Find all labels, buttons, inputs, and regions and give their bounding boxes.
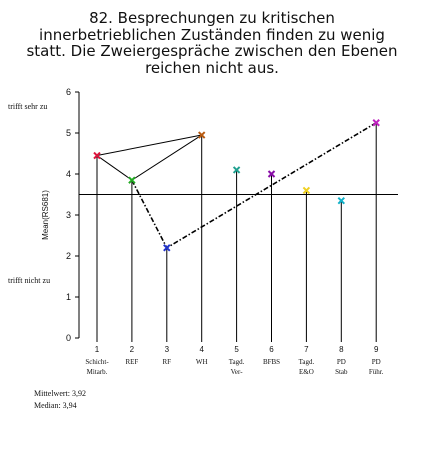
x-tick-label: 7 [304, 345, 309, 354]
x-category-label: Ver- [231, 368, 244, 376]
marker-stroke [337, 196, 346, 205]
x-tick-label: 5 [234, 345, 239, 354]
y-tick-label: 2 [66, 251, 71, 261]
data-point-marker [93, 151, 101, 160]
x-tick-label: 1 [95, 345, 100, 354]
y-tick-label: 3 [66, 210, 71, 220]
marker-stroke [267, 170, 276, 178]
x-category-label: Stab [335, 368, 348, 376]
marker-stroke [302, 186, 311, 195]
marker-stroke [163, 244, 171, 252]
y-tick-label: 5 [66, 128, 71, 138]
data-point-marker [372, 119, 380, 127]
marker-stroke [93, 151, 101, 160]
y-annotation-top: trifft sehr zu [8, 102, 47, 111]
x-category-label: BFBS [263, 358, 280, 366]
x-category-label: Führ. [369, 368, 384, 376]
x-category-label: E&O [299, 368, 314, 376]
y-axis-title: Mean(RS681) [41, 190, 50, 240]
title-line: 82. Besprechungen zu kritischen [89, 9, 335, 27]
data-point-marker [302, 186, 311, 195]
y-tick-label: 0 [66, 333, 71, 343]
y-tick-label: 6 [66, 87, 71, 97]
data-point-marker [197, 131, 206, 139]
median-label: Median: 3,94 [34, 401, 77, 410]
x-tick-label: 9 [374, 345, 379, 354]
x-category-label: Mitarb. [87, 368, 108, 376]
title-line: innerbetrieblichen Zuständen finden zu w… [39, 25, 385, 44]
x-category-label: Tagd. [299, 358, 315, 366]
marker-stroke [232, 166, 241, 174]
x-category-label: PD [372, 358, 381, 366]
chart-title: 82. Besprechungen zu kritischen innerbet… [0, 10, 424, 76]
x-tick-label: 6 [269, 345, 274, 354]
title-line: statt. Die Zweiergespräche zwischen den … [26, 42, 398, 60]
x-category-label: WH [196, 358, 208, 366]
marker-stroke [372, 119, 380, 127]
x-tick-label: 2 [130, 345, 135, 354]
x-category-label: REF [125, 358, 138, 366]
x-category-label: Tagd. [229, 358, 245, 366]
x-category-label: RF [163, 358, 172, 366]
y-tick-label: 1 [66, 292, 71, 302]
data-point-marker [267, 170, 276, 178]
marker-stroke [197, 131, 206, 139]
x-tick-label: 8 [339, 345, 344, 354]
x-category-label: Schicht- [85, 358, 109, 366]
data-point-marker [128, 176, 136, 184]
x-tick-label: 3 [165, 345, 170, 354]
y-annotation-bottom: trifft nicht zu [8, 276, 50, 285]
x-category-label: PD [337, 358, 346, 366]
data-point-marker [232, 166, 241, 174]
x-tick-label: 4 [199, 345, 204, 354]
y-tick-label: 4 [66, 169, 71, 179]
solid-connection-line [96, 134, 202, 181]
data-point-marker [337, 196, 346, 205]
mean-label: Mittelwert: 3,92 [34, 389, 86, 398]
title-line: reichen nicht aus. [145, 58, 279, 77]
marker-stroke [128, 176, 136, 184]
data-point-marker [163, 244, 171, 252]
